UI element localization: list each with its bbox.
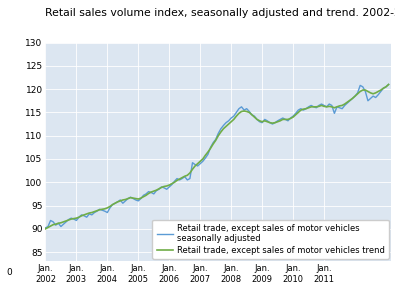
Retail trade, except sales of motor vehicles
seasonally adjusted [175, 177, 179, 180]
Retail trade, except sales of motor vehicles
seasonally adjusted [61, 222, 66, 226]
Retail trade, except sales of motor vehicles trend [61, 220, 66, 224]
Retail trade, except sales of motor vehicles trend [386, 83, 391, 86]
Retail trade, except sales of motor vehicles
seasonally adjusted [365, 99, 370, 102]
Retail trade, except sales of motor vehicles trend [128, 196, 133, 199]
Retail trade, except sales of motor vehicles trend [363, 88, 368, 92]
Text: Retail sales volume index, seasonally adjusted and trend. 2002-2011: Retail sales volume index, seasonally ad… [45, 8, 395, 18]
Retail trade, except sales of motor vehicles
seasonally adjusted [118, 198, 122, 202]
Retail trade, except sales of motor vehicles
seasonally adjusted [128, 195, 133, 199]
Line: Retail trade, except sales of motor vehicles
seasonally adjusted: Retail trade, except sales of motor vehi… [45, 85, 389, 228]
Text: 0: 0 [6, 268, 12, 277]
Retail trade, except sales of motor vehicles trend [365, 90, 370, 93]
Legend: Retail trade, except sales of motor vehicles
seasonally adjusted, Retail trade, : Retail trade, except sales of motor vehi… [152, 220, 389, 259]
Line: Retail trade, except sales of motor vehicles trend: Retail trade, except sales of motor vehi… [45, 85, 389, 229]
Retail trade, except sales of motor vehicles
seasonally adjusted [363, 90, 368, 93]
Retail trade, except sales of motor vehicles trend [175, 178, 179, 182]
Retail trade, except sales of motor vehicles trend [118, 199, 122, 203]
Retail trade, except sales of motor vehicles
seasonally adjusted [386, 83, 391, 86]
Retail trade, except sales of motor vehicles
seasonally adjusted [43, 226, 48, 230]
Retail trade, except sales of motor vehicles trend [43, 227, 48, 231]
